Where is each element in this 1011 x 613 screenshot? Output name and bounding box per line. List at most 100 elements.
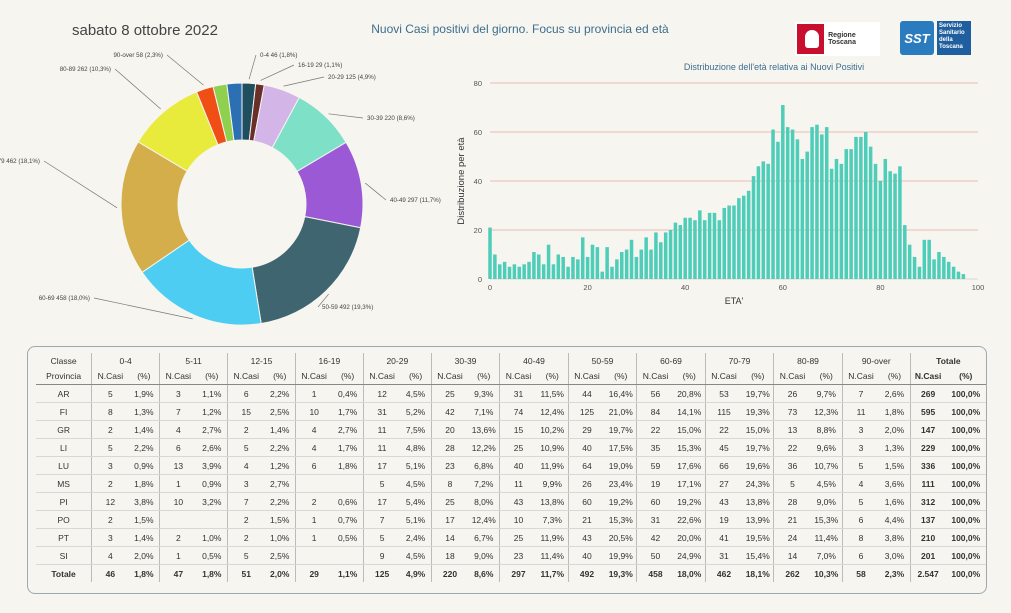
histogram-bar (893, 173, 897, 279)
ncasi-cell: 43 (499, 492, 537, 511)
pct-subheader: (%) (332, 368, 364, 385)
pct-cell: 9,0% (810, 492, 843, 511)
pct-subheader: (%) (536, 368, 569, 385)
donut-label-30-39: 30-39 220 (8,6%) (367, 115, 415, 122)
histogram-bar (668, 230, 673, 279)
ncasi-cell: 29 (567, 420, 606, 439)
ncasi-cell: 21 (773, 510, 811, 529)
table-row: SI 4 2,0% 1 0,5% 5 2,5% 9 4,5% 18 9,0% 23 11,4% 40 19,… (36, 546, 986, 565)
ncasi-cell: 3 (227, 474, 265, 493)
ncasi-cell: 4 (91, 546, 129, 565)
province-cell: MS (36, 474, 92, 493)
total-ncasi-cell: 210 (909, 528, 946, 547)
table-row: MS 2 1,8% 1 0,9% 3 2,7% 5 4,5% 8 7,2% 11 9,9% 26 23,4%… (36, 474, 986, 493)
histogram-bar (785, 127, 790, 279)
pct-cell: 2,5% (264, 402, 296, 421)
donut-leader-70-79 (43, 160, 118, 209)
age-group-header: 70-79 (704, 353, 774, 368)
ncasi-cell: 2 (294, 492, 333, 511)
ncasi-subheader: N.Casi (773, 368, 811, 385)
sst-logo-mark: SST (900, 21, 934, 55)
ncasi-cell: 31 (499, 384, 537, 403)
histogram-bar (878, 181, 883, 279)
total-ncasi-cell: 595 (909, 402, 946, 421)
histogram-bar (790, 129, 795, 279)
regione-toscana-logo: Regione Toscana (795, 22, 880, 56)
age-group-header: 90-over (841, 353, 911, 368)
ncasi-cell: 8 (91, 402, 129, 421)
donut-label-20-29: 20-29 125 (4,9%) (328, 74, 376, 81)
ncasi-cell: 46 (91, 564, 129, 582)
ncasi-cell: 51 (227, 564, 265, 582)
pct-cell: 1,7% (332, 438, 364, 457)
ncasi-cell: 1 (294, 528, 333, 547)
ncasi-cell: 1 (159, 546, 197, 565)
histogram-bar (507, 266, 512, 279)
ncasi-cell: 3 (841, 420, 880, 439)
y-tick-label: 20 (474, 226, 482, 235)
province-cell: FI (36, 402, 92, 421)
donut-label-60-69: 60-69 458 (18,0%) (39, 295, 90, 302)
ncasi-cell: 1 (294, 384, 333, 403)
histogram-bar (824, 127, 829, 279)
donut-label-16-19: 16-19 29 (1,1%) (298, 62, 342, 69)
pct-cell: 1,8% (879, 402, 911, 421)
pct-cell: 24,9% (673, 546, 706, 565)
ncasi-cell: 13 (159, 456, 197, 475)
pct-cell: 2,6% (879, 384, 911, 403)
histogram-bar (693, 220, 697, 279)
pct-cell: 4,5% (400, 384, 432, 403)
pct-cell: 1,5% (879, 456, 911, 475)
ncasi-cell: 35 (636, 438, 674, 457)
pct-cell: 10,2% (536, 420, 569, 439)
pct-cell: 15,0% (673, 420, 706, 439)
ncasi-cell: 17 (430, 510, 469, 529)
histogram-bar (854, 136, 858, 279)
donut-leader-40-49 (365, 182, 387, 201)
pct-cell: 11,4% (810, 528, 843, 547)
pct-subheader: (%) (673, 368, 706, 385)
ncasi-subheader: N.Casi (227, 368, 265, 385)
ncasi-cell: 27 (704, 474, 743, 493)
ncasi-cell: 18 (430, 546, 469, 565)
pct-cell: 4,5% (400, 546, 432, 565)
donut-leader-0-4 (248, 54, 257, 80)
ncasi-cell: 25 (499, 528, 537, 547)
pct-cell: 7,0% (810, 546, 843, 565)
ncasi-cell: 43 (704, 492, 743, 511)
pct-subheader: (%) (128, 368, 160, 385)
histogram-bar (585, 256, 590, 279)
total-ncasi-cell: 336 (909, 456, 946, 475)
provincia-header: Provincia (36, 368, 92, 385)
total-ncasi-cell: 137 (909, 510, 946, 529)
ncasi-cell: 7 (841, 384, 880, 403)
province-cell: PT (36, 528, 92, 547)
ncasi-cell: 4 (227, 456, 265, 475)
pct-cell: 12,4% (468, 510, 500, 529)
sst-logo: SST Servizio Sanitario della Toscana (900, 20, 972, 56)
donut-leader-30-39 (328, 113, 364, 119)
pct-cell: 7,5% (400, 420, 432, 439)
pct-cell: 0,7% (332, 510, 364, 529)
pct-cell: 4,5% (810, 474, 843, 493)
donut-leader-16-19 (260, 64, 295, 81)
classe-header: Classe (50, 355, 77, 366)
histogram-bar (907, 244, 912, 279)
total-ncasi-cell: 147 (909, 420, 946, 439)
histogram-bar (756, 166, 761, 279)
ncasi-cell: 6 (159, 438, 197, 457)
ncasi-cell: 20 (430, 420, 469, 439)
ncasi-cell: 125 (567, 402, 606, 421)
ncasi-cell: 2 (227, 420, 265, 439)
ncasi-cell: 21 (567, 510, 606, 529)
pct-cell: 11,7% (536, 564, 569, 582)
totale-header: Totale (909, 353, 986, 368)
pct-cell: 2,3% (879, 564, 911, 582)
histogram-bar (629, 239, 634, 279)
total-pct-cell: 100,0% (945, 546, 986, 565)
age-group-header: 40-49 (499, 353, 569, 368)
pct-cell: 3,8% (128, 492, 160, 511)
age-group-header: 0-4 (91, 353, 160, 368)
pct-cell: 12,2% (468, 438, 500, 457)
ncasi-cell: 53 (704, 384, 743, 403)
